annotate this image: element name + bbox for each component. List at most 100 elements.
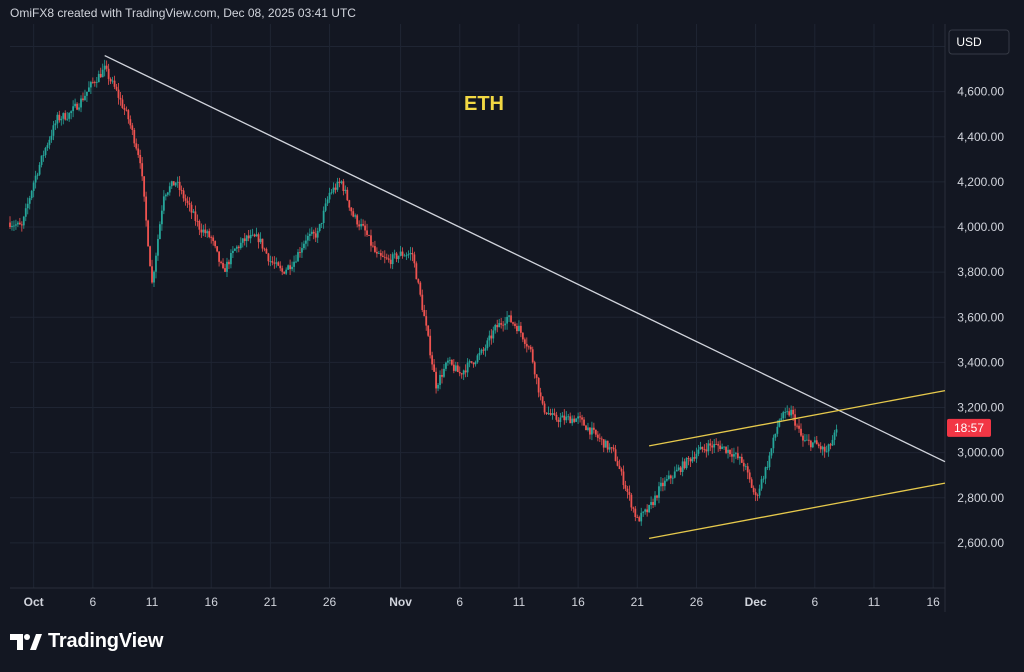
candle [393,249,396,259]
candle [616,456,619,467]
candle-body [626,488,629,492]
candle [543,401,546,415]
candle [474,360,477,367]
candle-body [395,253,398,260]
candle-body [182,190,185,199]
candle [198,219,201,236]
candle [567,413,570,421]
candle-body [630,494,633,508]
candle-body [194,211,197,221]
candle-body [492,330,495,339]
candle [170,180,173,190]
candle [387,254,390,263]
candle [598,433,601,443]
y-tick-label: 4,000.00 [957,220,1004,234]
candle [494,323,497,334]
candle [565,411,568,423]
candle-body [192,211,195,213]
candle-body [648,504,651,513]
candle [281,265,284,276]
candle [458,366,461,377]
candle-body [551,413,554,415]
candle [675,464,678,472]
candle-body [425,316,428,326]
candle [571,415,574,426]
candle-body [117,89,120,98]
candle [76,102,78,111]
candle-body [415,263,418,280]
candle-body [494,325,497,331]
candle-body [725,446,727,453]
candle-body [168,186,171,193]
candle-body [687,457,690,459]
candle-body [807,439,810,441]
candle [652,498,654,509]
candle [729,449,731,457]
currency-selector[interactable]: USD [948,29,1010,55]
candle-body [474,362,477,365]
candle [72,100,75,118]
candle [360,218,363,230]
tradingview-brand: TradingView [48,630,164,652]
candle [573,415,576,424]
candle-body [740,456,743,463]
candle [348,199,351,211]
candle-body [738,456,741,459]
candle [583,417,585,426]
candle-body [640,512,643,522]
candle-body [512,322,514,324]
candle [93,80,96,87]
candle [208,228,211,239]
candle-body [15,224,17,226]
candle [257,232,260,249]
candle [220,260,222,265]
candle-body [549,413,552,415]
tradingview-logo-icon [10,633,42,650]
candle [476,353,479,364]
candle-body [518,325,520,332]
candle [338,177,341,188]
x-tick-label: Dec [745,595,767,609]
candle-body [32,182,35,191]
candle-body [24,208,27,217]
candle [133,127,136,147]
tradingview-footer[interactable]: TradingView [10,630,163,653]
candle [630,493,633,511]
candle [819,442,822,453]
candle [581,414,583,426]
candle-body [407,254,410,256]
candle-body [458,371,461,374]
candle [28,195,31,210]
candle [119,91,122,106]
candle [419,281,422,297]
candle [752,485,755,495]
candle [829,442,832,450]
candle-body [60,118,63,121]
candle [821,445,824,456]
candle [105,60,108,72]
candle-body [281,268,284,272]
candle-body [358,224,361,227]
candle-body [658,486,660,498]
candle [559,412,562,428]
candle-body [539,392,542,397]
candle-body [342,181,345,192]
candle-body [324,203,327,211]
candle-body [196,220,199,222]
candle-body [216,246,219,252]
candle [366,223,368,237]
candle [364,220,366,237]
candle-body [786,411,789,413]
candle [54,120,57,130]
candle-body [510,315,512,323]
candle-body [11,225,13,228]
candle-body [336,181,339,190]
candle [277,261,280,267]
chart-attribution: OmiFX8 created with TradingView.com, Dec… [10,6,356,20]
candle [320,222,323,228]
candle [721,443,723,450]
candle [9,216,11,229]
candle-body [780,418,783,420]
candle-body [825,451,828,453]
